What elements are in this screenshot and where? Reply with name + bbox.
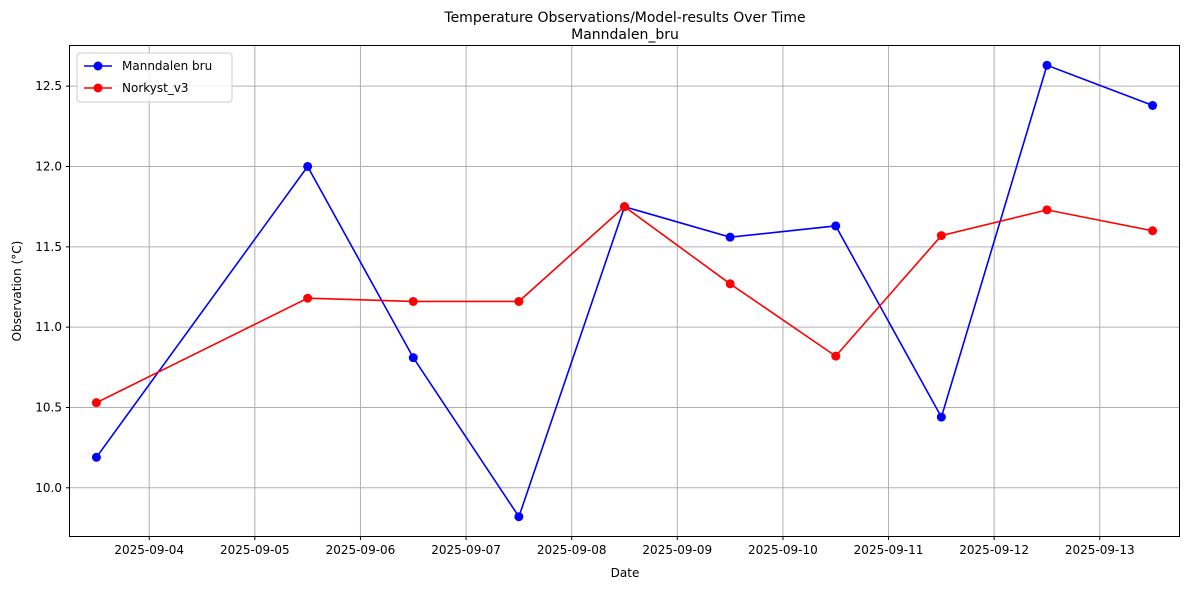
data-point bbox=[408, 296, 418, 306]
x-tick-label: 2025-09-09 bbox=[642, 543, 712, 557]
legend-label: Norkyst_v3 bbox=[122, 81, 189, 95]
x-tick-label: 2025-09-07 bbox=[431, 543, 501, 557]
x-axis-ticks: 2025-09-04 2025-09-05 2025-09-06 2025-09-07… bbox=[114, 536, 1135, 557]
y-tick-label: 11.5 bbox=[35, 240, 62, 254]
data-point bbox=[303, 161, 313, 171]
y-tick-label: 12.5 bbox=[35, 79, 62, 93]
data-point bbox=[831, 351, 841, 361]
data-point bbox=[514, 512, 524, 522]
data-point bbox=[1148, 226, 1158, 236]
legend-label: Manndalen bru bbox=[122, 59, 212, 73]
series-line bbox=[96, 205, 1153, 404]
legend: Manndalen bru Norkyst_v3 bbox=[76, 52, 233, 103]
y-axis-ticks: 10.0 10.5 11.0 11.5 12.0 12.5 bbox=[35, 79, 70, 495]
y-tick-label: 11.0 bbox=[35, 320, 62, 334]
x-tick-label: 2025-09-08 bbox=[537, 543, 607, 557]
legend-box bbox=[76, 52, 233, 103]
data-point bbox=[1042, 60, 1052, 70]
y-tick-label: 12.0 bbox=[35, 159, 62, 173]
data-point bbox=[408, 353, 418, 363]
chart-subtitle: Manndalen_bru bbox=[571, 27, 679, 43]
legend-marker bbox=[93, 83, 103, 93]
plot-frame bbox=[69, 45, 1180, 537]
data-point bbox=[91, 398, 101, 408]
data-point bbox=[91, 452, 101, 462]
data-point bbox=[1148, 100, 1158, 110]
x-tick-label: 2025-09-11 bbox=[854, 543, 924, 557]
data-point bbox=[620, 202, 629, 212]
y-tick-label: 10.5 bbox=[35, 400, 62, 414]
chart-title: Temperature Observations/Model-results O… bbox=[443, 10, 805, 26]
x-tick-label: 2025-09-10 bbox=[748, 543, 818, 557]
x-tick-label: 2025-09-13 bbox=[1065, 543, 1135, 557]
data-point bbox=[725, 279, 735, 289]
series-layer bbox=[91, 60, 1158, 522]
x-tick-label: 2025-09-12 bbox=[959, 543, 1029, 557]
data-point bbox=[1042, 205, 1052, 215]
x-axis-label: Date bbox=[611, 566, 640, 580]
y-tick-label: 10.0 bbox=[35, 481, 62, 495]
legend-marker bbox=[93, 61, 103, 71]
data-point bbox=[936, 412, 946, 422]
x-tick-label: 2025-09-06 bbox=[326, 543, 396, 557]
x-tick-label: 2025-09-04 bbox=[114, 543, 184, 557]
data-point bbox=[936, 231, 946, 241]
data-point bbox=[303, 293, 313, 303]
series-1 bbox=[91, 202, 1158, 408]
series-line bbox=[95, 64, 1153, 519]
data-point bbox=[514, 296, 524, 306]
x-tick-label: 2025-09-05 bbox=[220, 543, 290, 557]
grid bbox=[70, 46, 1179, 536]
data-point bbox=[725, 232, 735, 242]
data-point bbox=[831, 221, 841, 231]
y-axis-label: Observation (°C) bbox=[10, 241, 24, 342]
